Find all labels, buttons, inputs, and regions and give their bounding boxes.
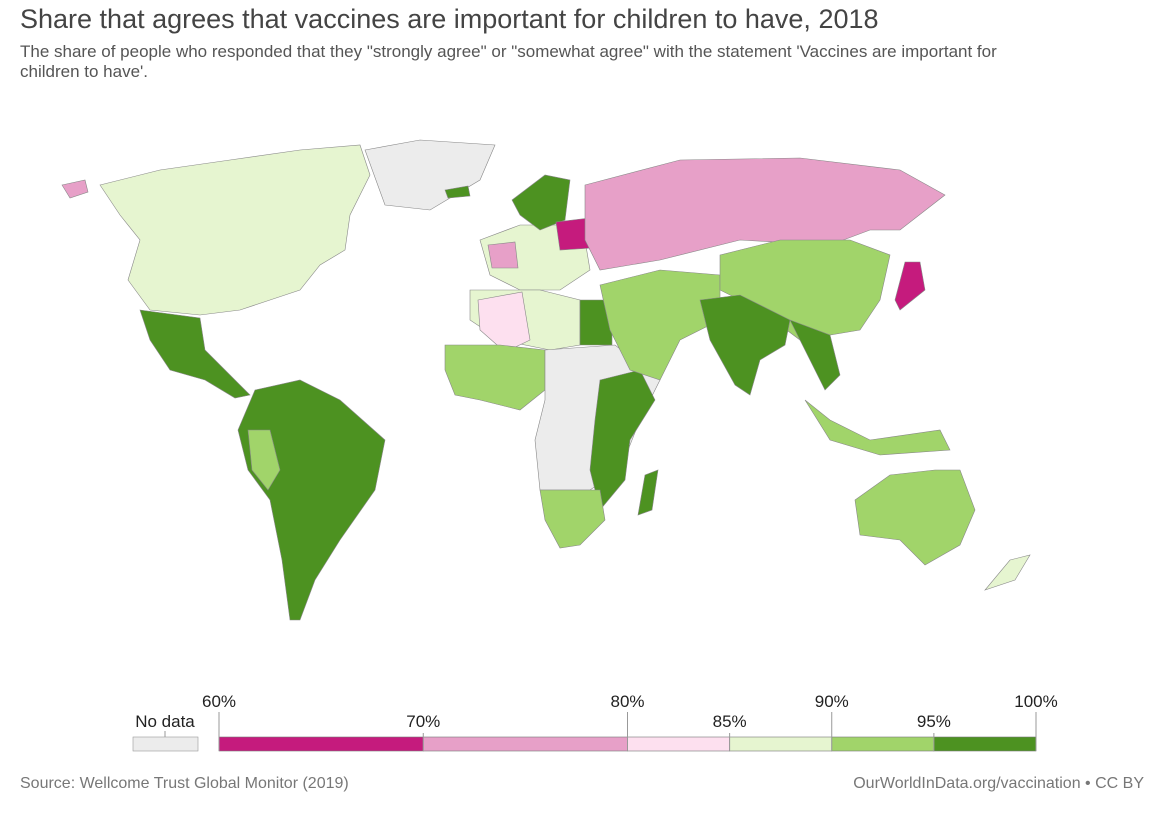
legend-tick-label: 95% bbox=[917, 712, 951, 731]
japan bbox=[894, 261, 926, 311]
subtitle: The share of people who responded that t… bbox=[20, 42, 997, 81]
legend-tick-label: 85% bbox=[713, 712, 747, 731]
new-zealand bbox=[984, 554, 1031, 591]
southeast-asia bbox=[789, 319, 841, 391]
alaska bbox=[61, 179, 89, 199]
legend-bin bbox=[729, 736, 833, 752]
legend-bin bbox=[218, 736, 424, 752]
legend-tick-label: 70% bbox=[406, 712, 440, 731]
source: Source: Wellcome Trust Global Monitor (2… bbox=[20, 775, 349, 792]
east-africa bbox=[589, 369, 656, 511]
legend-bin bbox=[933, 736, 1037, 752]
greenland bbox=[364, 139, 496, 211]
madagascar bbox=[637, 469, 659, 516]
iceland bbox=[444, 185, 471, 199]
west-africa bbox=[444, 344, 546, 411]
france bbox=[487, 241, 519, 269]
indonesia bbox=[804, 399, 951, 456]
no-data-swatch bbox=[132, 736, 199, 752]
legend-bin bbox=[627, 736, 730, 752]
no-data-label: No data bbox=[135, 712, 195, 731]
algeria bbox=[477, 291, 531, 353]
legend-tick-label: 100% bbox=[1014, 692, 1057, 711]
southern-africa bbox=[539, 489, 606, 549]
legend-tick-label: 80% bbox=[610, 692, 644, 711]
scandinavia bbox=[511, 174, 571, 231]
countries bbox=[61, 139, 1031, 621]
credit: OurWorldInData.org/vaccination • CC BY bbox=[853, 775, 1144, 792]
india bbox=[699, 294, 791, 396]
title: Share that agrees that vaccines are impo… bbox=[20, 4, 879, 34]
legend-tick-label: 60% bbox=[202, 692, 236, 711]
australia bbox=[854, 469, 976, 566]
mexico-central-america bbox=[139, 309, 251, 399]
north-america bbox=[99, 144, 371, 316]
legend-tick-label: 90% bbox=[815, 692, 849, 711]
russia bbox=[584, 157, 946, 271]
legend-bin bbox=[831, 736, 935, 752]
peru bbox=[247, 429, 281, 491]
middle-east bbox=[599, 269, 721, 381]
south-america bbox=[237, 379, 386, 621]
legend-bin bbox=[422, 736, 628, 752]
